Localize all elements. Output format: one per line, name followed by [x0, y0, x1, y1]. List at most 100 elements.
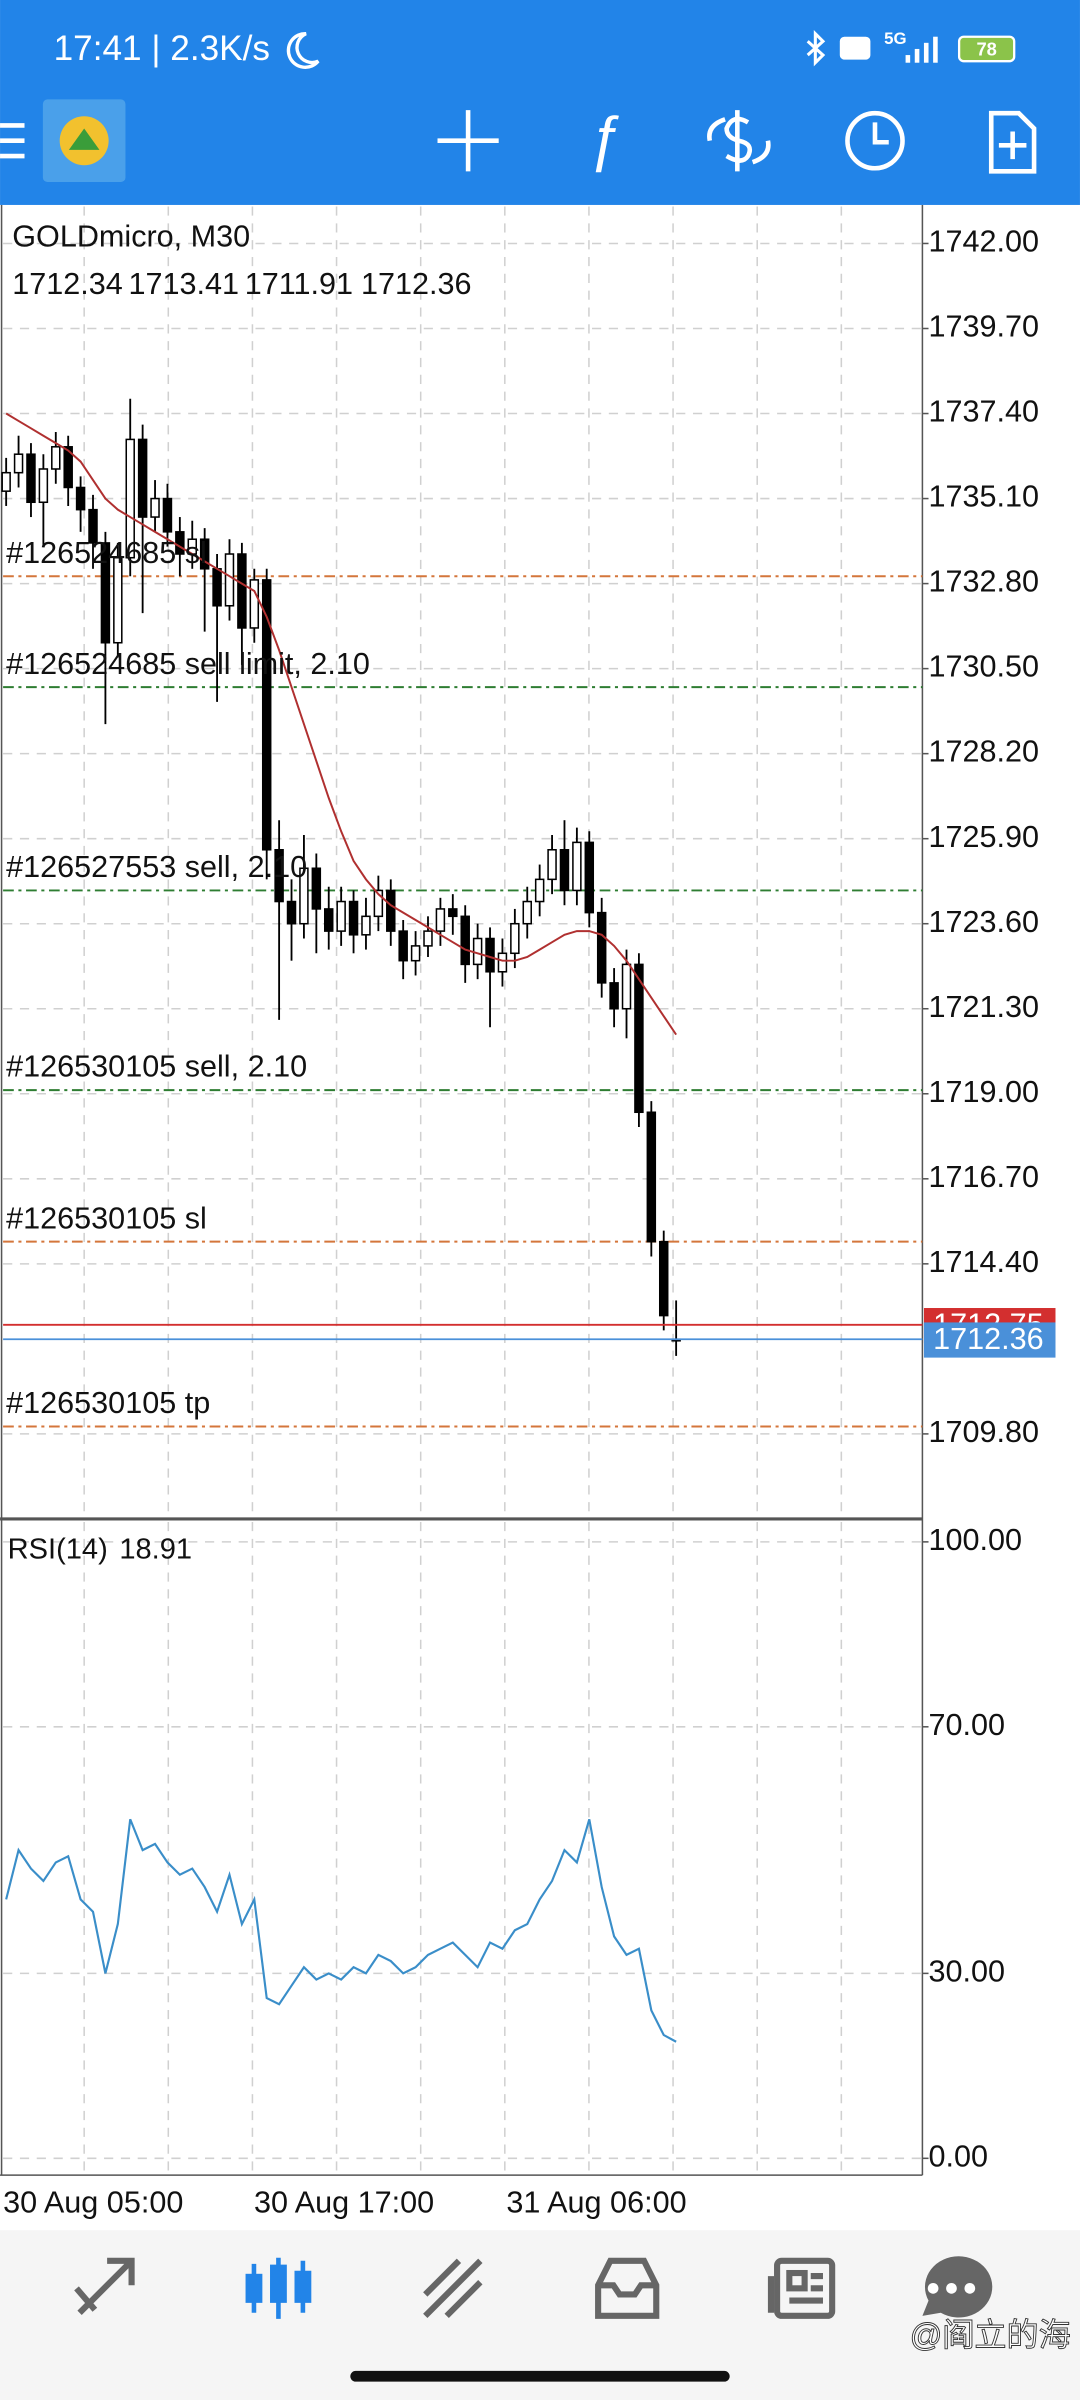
candle-body	[150, 497, 160, 518]
y-tick-label: 1721.30	[929, 990, 1040, 1024]
candle-body	[125, 438, 135, 559]
order-label: #126524685 sell limit, 2.10	[6, 647, 370, 681]
hd-icon	[839, 36, 871, 60]
y-tick-label: 1714.40	[929, 1245, 1040, 1279]
order-label: #126527553 sell, 2.10	[6, 850, 307, 884]
battery-icon	[957, 35, 1016, 63]
network-type: 5G	[884, 29, 906, 48]
order-label: #126530105 sell, 2.10	[6, 1050, 307, 1084]
candle-body	[261, 579, 272, 851]
candle-body	[559, 849, 570, 892]
candle-body	[646, 1111, 657, 1243]
moon-icon	[286, 31, 320, 69]
candle-body	[224, 553, 235, 607]
candle-body	[621, 963, 632, 1010]
candle-body	[410, 945, 421, 962]
menu-button[interactable]	[0, 123, 25, 159]
signal-icon	[905, 36, 938, 63]
status-time: 17:41 | 2.3K/s	[54, 29, 270, 68]
y-tick-label: 30.00	[929, 1954, 1006, 1988]
ohlc-value: 1712.36	[361, 267, 472, 301]
history-tab[interactable]	[595, 2257, 660, 2319]
candle-body	[534, 878, 545, 903]
candle-body	[237, 553, 247, 629]
candle-body	[386, 889, 396, 932]
rsi-value: 18.91	[119, 1534, 192, 1566]
y-tick-label: 1723.60	[929, 905, 1040, 939]
y-tick-label: 1739.70	[929, 310, 1040, 344]
candle-body	[38, 468, 49, 504]
x-tick-label: 30 Aug 17:00	[254, 2185, 434, 2219]
candle-body	[1, 471, 11, 492]
candle-body	[584, 841, 595, 914]
ohlc-value: 1712.34	[12, 267, 123, 301]
y-tick-label: 1742.00	[929, 225, 1040, 259]
candle-body	[75, 486, 86, 511]
candle-body	[510, 922, 520, 955]
app-logo-mark	[68, 128, 100, 150]
y-tick-label: 1725.90	[929, 820, 1040, 854]
news-tab[interactable]	[767, 2257, 836, 2319]
y-tick-label: 1735.10	[929, 480, 1040, 514]
order-label: #126524685 sl	[6, 536, 207, 570]
candle-body	[137, 438, 148, 518]
candle-body	[435, 908, 446, 932]
candle-body	[336, 900, 346, 932]
candle-body	[460, 915, 470, 966]
candle-body	[299, 867, 309, 925]
y-tick-label: 100.00	[929, 1523, 1023, 1557]
candle-body	[658, 1240, 669, 1317]
candle-body	[361, 915, 371, 936]
x-tick-label: 31 Aug 06:00	[506, 2185, 686, 2219]
candle-body	[249, 579, 260, 629]
candle-body	[88, 508, 98, 544]
candle-body	[572, 841, 582, 892]
bid-price-label: 1712.36	[933, 1322, 1044, 1356]
candle-body	[423, 930, 433, 947]
ohlc-value: 1713.41	[129, 267, 240, 301]
candle-body	[26, 453, 36, 504]
candle-body	[175, 531, 185, 555]
new-order-button[interactable]	[988, 110, 1037, 174]
candle-body	[522, 900, 532, 925]
ohlc-value: 1711.91	[245, 267, 353, 301]
quotes-tab[interactable]	[74, 2257, 135, 2315]
trade-button[interactable]	[707, 110, 771, 172]
bid-price-box	[923, 1322, 1056, 1358]
chart-tab[interactable]	[245, 2257, 312, 2319]
chart-layer: 1742.00 1739.70 1737.40 1735.10 1732.80 1730.…	[1, 206, 1056, 2219]
y-tick-label: 1728.20	[929, 735, 1040, 769]
candle-body	[448, 908, 458, 918]
candle-body	[311, 867, 322, 910]
candle-body	[398, 930, 408, 962]
y-tick-label: 1732.80	[929, 565, 1040, 599]
y-tick-label: 0.00	[929, 2139, 989, 2173]
symbol-label: GOLDmicro, M30	[12, 220, 250, 254]
candle-body	[286, 900, 297, 925]
x-tick-label: 30 Aug 05:00	[3, 2185, 183, 2219]
order-label: #126530105 tp	[6, 1386, 210, 1420]
crosshair-button[interactable]	[437, 110, 499, 172]
candle-body	[547, 849, 557, 881]
timeframe-button[interactable]	[845, 110, 905, 171]
y-tick-label: 70.00	[929, 1708, 1006, 1742]
candle-body	[323, 908, 334, 932]
candle-body	[63, 446, 73, 489]
rsi-label: RSI(14)	[8, 1534, 108, 1566]
candle-body	[634, 963, 644, 1114]
candle-body	[497, 952, 508, 973]
bluetooth-icon	[806, 29, 826, 67]
trade-tab[interactable]	[423, 2258, 483, 2319]
candle-body	[609, 982, 619, 1010]
messages-tab[interactable]	[922, 2256, 993, 2318]
indicators-button[interactable]: ƒ	[587, 103, 621, 172]
order-label: #126530105 sl	[6, 1201, 207, 1235]
watermark: @阎立的海	[910, 2317, 1071, 2353]
y-tick-label: 1719.00	[929, 1075, 1040, 1109]
candle-body	[13, 453, 24, 474]
candle-body	[162, 497, 173, 533]
candle-body	[348, 900, 359, 936]
candle-body	[113, 556, 123, 644]
